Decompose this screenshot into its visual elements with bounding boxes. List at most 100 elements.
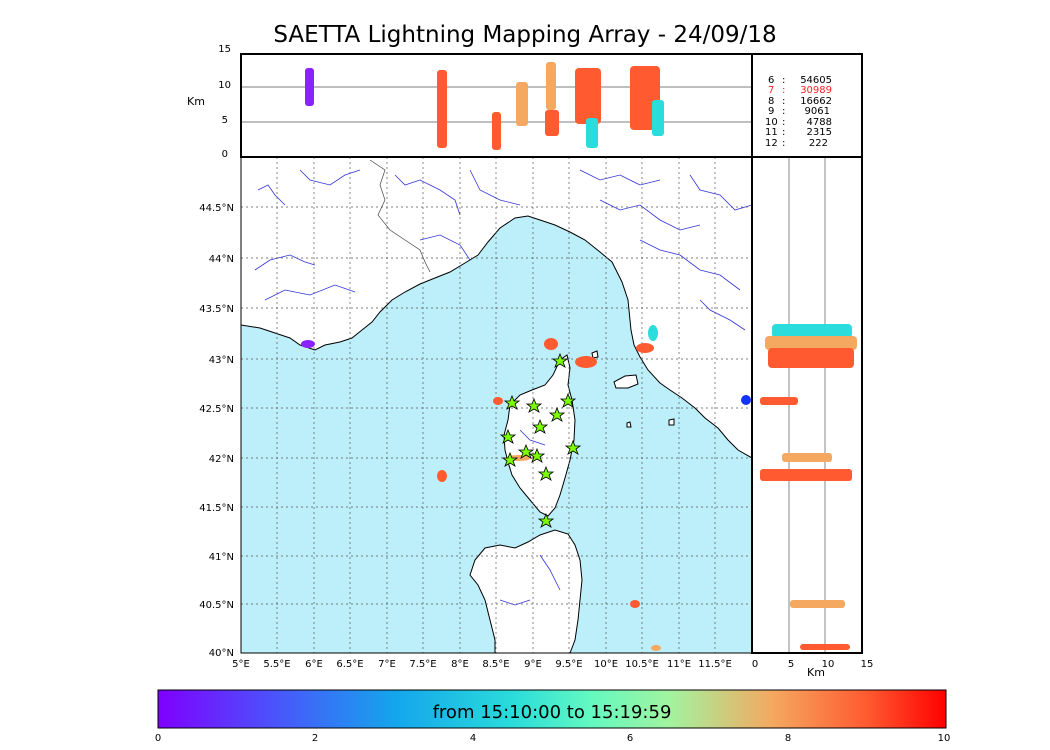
station-star (503, 394, 521, 410)
station-star (548, 406, 566, 422)
lat-tick: 44.5°N (199, 203, 234, 214)
lat-tick: 40°N (209, 648, 234, 659)
lma-stations (499, 352, 582, 528)
lon-tick: 7.5°E (409, 659, 436, 670)
colorbar-tick: 10 (937, 733, 951, 744)
count-value: 4788 (807, 117, 832, 128)
count-sep: : (782, 138, 785, 149)
lon-tick: 11.5°E (698, 659, 732, 670)
station-star (501, 451, 519, 467)
count-sep: : (782, 96, 785, 107)
source-cluster-capraia (575, 356, 597, 368)
side-cluster-42-orange (782, 453, 832, 462)
count-sep: : (782, 117, 785, 128)
station-star (499, 428, 517, 444)
map-gridlines (241, 157, 752, 653)
count-label: 6 (768, 75, 774, 86)
lon-tick: 6°E (305, 659, 323, 670)
map-panel (241, 157, 752, 653)
side-tick: 15 (861, 659, 874, 670)
alt-cluster-6e (305, 68, 314, 106)
lat-ticks: 44.5°N 44°N 43.5°N 43°N 42.5°N 42°N 41.5… (199, 203, 234, 659)
alt-tick: 15 (218, 44, 231, 55)
alt-cluster-8-5e (492, 112, 501, 150)
lon-tick: 11°E (667, 659, 691, 670)
side-cluster-40-5 (790, 600, 845, 608)
source-cluster-west-corsica (493, 397, 503, 405)
source-cluster-sardinia-east (630, 600, 640, 608)
side-tick: 0 (752, 659, 758, 670)
lat-tick: 40.5°N (199, 600, 234, 611)
colorbar-label: from 15:10:00 to 15:19:59 (432, 702, 672, 723)
source-cluster-south (651, 645, 661, 651)
count-value: 2315 (807, 127, 832, 138)
count-sep: : (782, 127, 785, 138)
station-star (564, 439, 582, 455)
side-tick: 10 (822, 659, 835, 670)
counts-table: 6 : 54605 7 : 30989 8 : 16662 9 : 9061 1… (765, 75, 832, 149)
station-star (517, 443, 535, 459)
lat-tick: 42°N (209, 454, 234, 465)
rivers (254, 169, 752, 606)
capraia-island (591, 350, 599, 359)
colorbar-tick: 0 (154, 733, 162, 744)
alt-cluster-7-7e (437, 70, 447, 148)
lon-tick: 8.5°E (482, 659, 509, 670)
source-point-edge (741, 395, 751, 405)
count-label: 10 (765, 117, 778, 128)
lon-tick: 9°E (524, 659, 542, 670)
montecristo-island (626, 421, 632, 428)
lat-tick: 44°N (209, 254, 234, 265)
count-label: 11 (765, 127, 778, 138)
lon-tick: 10°E (594, 659, 618, 670)
alt-tick: 5 (222, 115, 228, 126)
lon-tick: 8°E (451, 659, 469, 670)
lat-tick: 42.5°N (199, 404, 234, 415)
alt-tick: 10 (218, 80, 231, 91)
station-star (531, 418, 549, 434)
alt-cluster-9-7e-base (586, 118, 598, 148)
map-lightning-sources (301, 325, 661, 651)
count-sep: : (782, 75, 785, 86)
count-value: 30989 (800, 85, 832, 96)
side-cluster-43-2-cyan (772, 324, 852, 338)
lon-tick: 9.5°E (555, 659, 582, 670)
alt-cluster-9-2e-base (545, 110, 559, 136)
side-cluster-42-6 (760, 397, 798, 405)
lon-tick: 10.5°E (625, 659, 659, 670)
colorbar (157, 689, 947, 729)
altitude-panel (241, 54, 752, 157)
corsica (503, 354, 576, 517)
side-cluster-43-red (768, 348, 854, 368)
side-cluster-43-orange (765, 336, 857, 350)
count-label: 8 (768, 96, 774, 107)
station-star (537, 465, 555, 481)
side-tick: 5 (788, 659, 794, 670)
station-star (528, 447, 546, 463)
station-star (559, 392, 577, 408)
source-cluster-tuscany-b (636, 343, 654, 353)
lon-tick: 7°E (378, 659, 396, 670)
alt-cluster-8-8e (516, 82, 528, 126)
figure-title: SAETTA Lightning Mapping Array - 24/09/1… (273, 22, 777, 48)
count-sep: : (782, 85, 785, 96)
giglio-island (668, 418, 675, 426)
lon-tick: 5°E (232, 659, 250, 670)
source-cluster-cap-corse (544, 338, 558, 350)
lat-tick: 43.5°N (199, 304, 234, 315)
alt-cluster-9-2e-top (546, 62, 556, 110)
lat-tick: 43°N (209, 355, 234, 366)
count-label: 12 (765, 138, 778, 149)
count-label: 9 (768, 106, 774, 117)
side-cluster-42-red (760, 469, 852, 481)
side-panel (752, 157, 862, 653)
station-star (525, 397, 543, 413)
alt-tick: 0 (222, 149, 228, 160)
colorbar-tick: 6 (626, 733, 634, 744)
count-value: 222 (809, 138, 828, 149)
station-star (537, 512, 555, 528)
count-value: 9061 (805, 106, 830, 117)
lat-tick: 41.5°N (199, 503, 234, 514)
altitude-yticks: 15 10 5 0 (218, 44, 231, 160)
